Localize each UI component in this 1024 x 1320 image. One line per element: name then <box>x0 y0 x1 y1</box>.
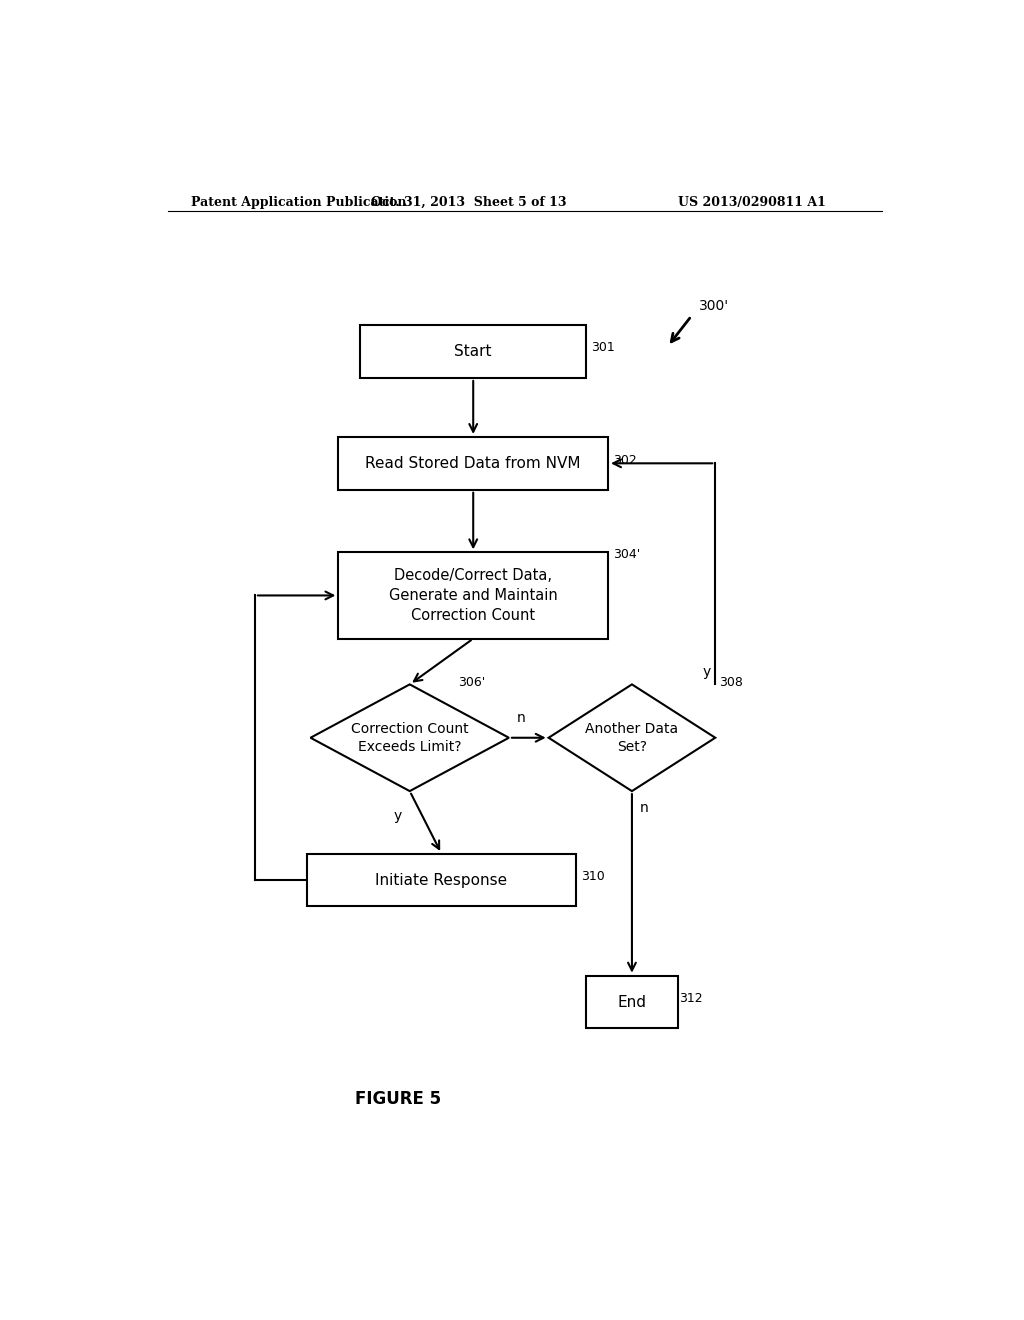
Polygon shape <box>310 684 509 791</box>
Text: y: y <box>393 809 402 824</box>
Text: FIGURE 5: FIGURE 5 <box>354 1089 441 1107</box>
Text: End: End <box>617 994 646 1010</box>
FancyBboxPatch shape <box>587 975 678 1028</box>
Text: 300': 300' <box>699 298 729 313</box>
Text: 304': 304' <box>613 548 640 561</box>
Text: Patent Application Publication: Patent Application Publication <box>191 195 407 209</box>
Text: Oct. 31, 2013  Sheet 5 of 13: Oct. 31, 2013 Sheet 5 of 13 <box>372 195 567 209</box>
Text: 301: 301 <box>592 341 615 354</box>
Text: 310: 310 <box>582 870 605 883</box>
Text: y: y <box>703 665 712 680</box>
Text: US 2013/0290811 A1: US 2013/0290811 A1 <box>679 195 826 209</box>
Text: 312: 312 <box>680 993 703 1006</box>
Text: Initiate Response: Initiate Response <box>376 873 508 887</box>
Polygon shape <box>549 684 715 791</box>
FancyBboxPatch shape <box>360 325 587 378</box>
Text: 308: 308 <box>719 676 743 689</box>
Text: 302: 302 <box>613 454 637 467</box>
Text: n: n <box>516 710 525 725</box>
Text: n: n <box>640 801 648 816</box>
Text: Decode/Correct Data,
Generate and Maintain
Correction Count: Decode/Correct Data, Generate and Mainta… <box>389 568 558 623</box>
FancyBboxPatch shape <box>306 854 577 907</box>
Text: Correction Count
Exceeds Limit?: Correction Count Exceeds Limit? <box>351 722 469 754</box>
Text: Start: Start <box>455 345 492 359</box>
FancyBboxPatch shape <box>338 552 608 639</box>
Text: Read Stored Data from NVM: Read Stored Data from NVM <box>366 455 581 471</box>
Text: 306': 306' <box>458 676 485 689</box>
FancyBboxPatch shape <box>338 437 608 490</box>
Text: Another Data
Set?: Another Data Set? <box>586 722 679 754</box>
